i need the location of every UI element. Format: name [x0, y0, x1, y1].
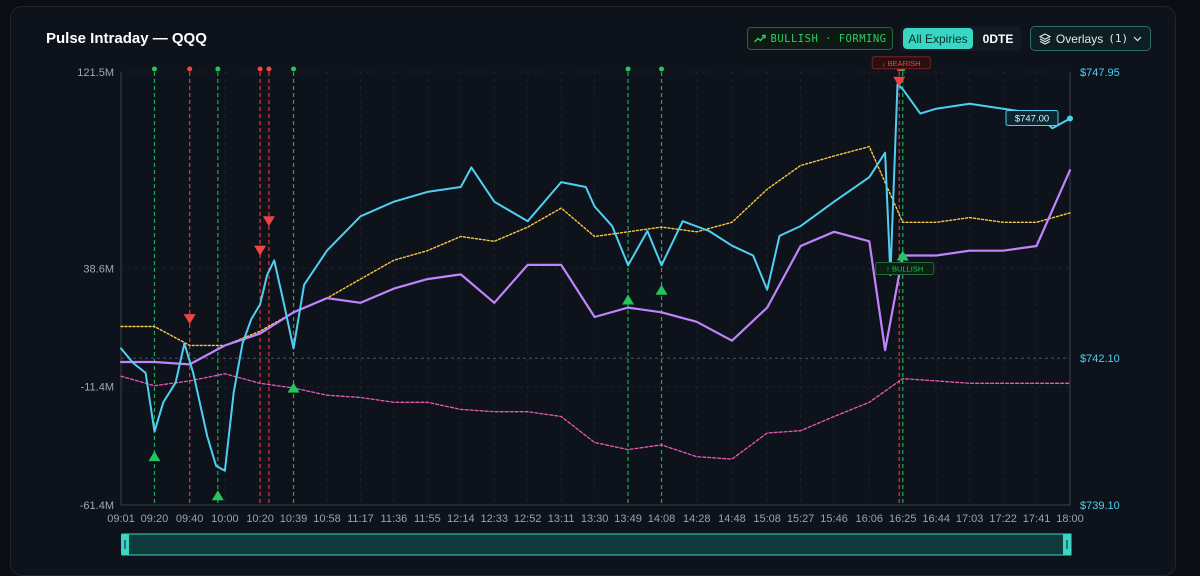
page-title: Pulse Intraday — QQQ	[46, 30, 207, 47]
expiry-0dte-button[interactable]: 0DTE	[982, 31, 1014, 46]
layers-icon	[1038, 32, 1051, 45]
signal-badge: BULLISH · FORMING	[747, 27, 893, 50]
signal-badge-label: BULLISH · FORMING	[770, 32, 887, 45]
overlays-dropdown[interactable]: Overlays (1)	[1030, 26, 1151, 51]
overlays-label: Overlays	[1055, 31, 1104, 46]
chart-card	[10, 6, 1176, 576]
chevron-down-icon	[1133, 36, 1142, 41]
trend-up-icon	[753, 34, 766, 43]
expiry-all-button[interactable]: All Expiries	[903, 28, 973, 49]
expiry-toggle: All Expiries 0DTE	[900, 26, 1022, 51]
overlays-count: (1)	[1108, 32, 1129, 45]
